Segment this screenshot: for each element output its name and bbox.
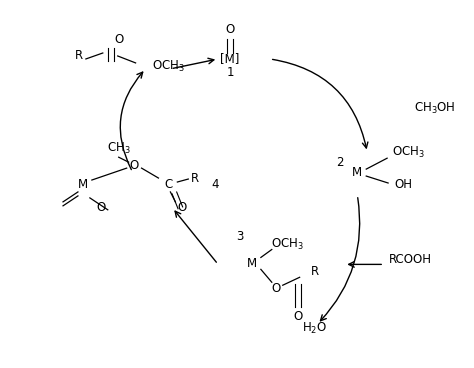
Text: 4: 4 [211, 178, 219, 191]
Text: M: M [78, 178, 88, 191]
Text: M: M [352, 166, 362, 178]
Text: OCH$_3$: OCH$_3$ [153, 59, 185, 74]
Text: [M]: [M] [220, 53, 240, 66]
Text: R: R [191, 171, 199, 184]
Text: C: C [164, 178, 173, 191]
Text: M: M [247, 257, 257, 270]
Text: O: O [96, 201, 105, 214]
Text: 3: 3 [237, 230, 244, 243]
Text: O: O [226, 23, 235, 36]
Text: R: R [75, 49, 83, 63]
Text: OCH$_3$: OCH$_3$ [392, 145, 425, 160]
Text: OH: OH [394, 178, 412, 191]
Text: O: O [114, 33, 123, 46]
Text: O: O [293, 311, 302, 323]
Text: RCOOH: RCOOH [389, 253, 432, 266]
Text: R: R [310, 265, 319, 278]
Text: CH$_3$OH: CH$_3$OH [414, 101, 456, 116]
Text: 1: 1 [226, 66, 234, 79]
Text: CH$_3$: CH$_3$ [107, 141, 130, 156]
Text: O: O [129, 159, 138, 171]
Text: H$_2$O: H$_2$O [302, 321, 327, 336]
Text: O: O [178, 201, 187, 214]
Text: 2: 2 [336, 156, 343, 169]
Text: OCH$_3$: OCH$_3$ [271, 237, 304, 252]
Text: O: O [271, 282, 281, 295]
